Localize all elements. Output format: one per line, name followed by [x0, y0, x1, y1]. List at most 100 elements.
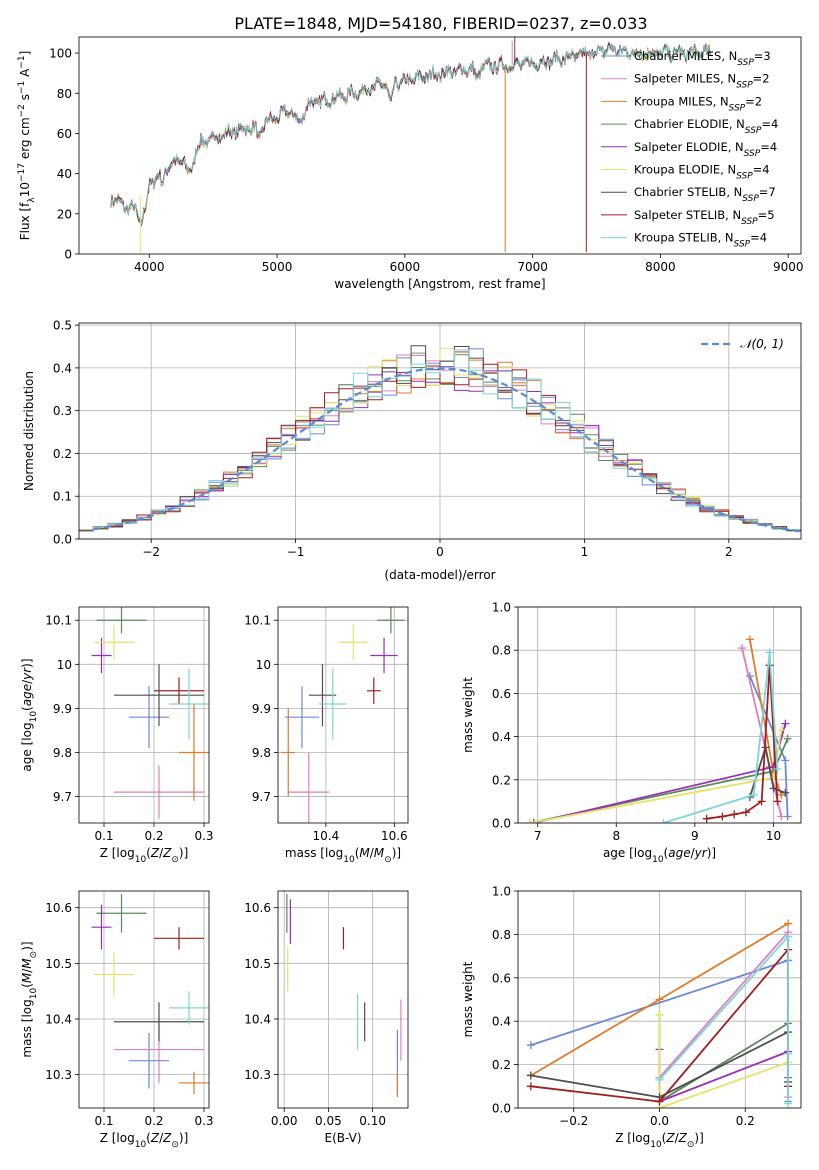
x-tick-label: 0.3 — [194, 1114, 213, 1128]
legend-label: Chabrier ELODIE, NSSP=4 — [634, 117, 778, 136]
x-tick-label: 5000 — [262, 260, 293, 274]
legend-label: Kroupa ELODIE, NSSP=4 — [634, 163, 770, 182]
x-tick-label: 10.6 — [381, 829, 408, 843]
axes-frame — [78, 890, 210, 1109]
x-tick-label: 9000 — [773, 260, 804, 274]
legend-label: Salpeter ELODIE, NSSP=4 — [634, 140, 777, 159]
legend-label: Chabrier STELIB, NSSP=7 — [634, 185, 776, 204]
y-tick-label: 9.9 — [252, 702, 271, 716]
y-tick-label: 100 — [49, 47, 72, 61]
weight-marker — [526, 1071, 535, 1080]
y-axis-label: Flux [fλ10−17 erg cm−2 s−1 A−1] — [17, 51, 37, 241]
spectrum-line — [110, 41, 712, 225]
weight-marker — [784, 932, 793, 941]
x-tick-label: 0.00 — [271, 1114, 298, 1128]
y-tick-label: 0.8 — [492, 928, 511, 942]
y-tick-label: 20 — [57, 207, 72, 221]
y-tick-label: 0.3 — [53, 404, 72, 418]
x-axis-label: wavelength [Angstrom, rest frame] — [334, 277, 545, 291]
y-tick-label: 0.5 — [53, 319, 72, 333]
y-tick-label: 60 — [57, 127, 72, 141]
axes-frame — [517, 606, 802, 824]
y-axis-label: mass weight — [461, 677, 475, 753]
y-tick-label: 10.3 — [45, 1068, 72, 1082]
y-tick-label: 9.8 — [252, 746, 271, 760]
weight-marker — [773, 797, 782, 806]
y-tick-label: 0.6 — [492, 971, 511, 985]
legend: Chabrier MILES, NSSP=3 Salpeter MILES, NS… — [601, 49, 778, 250]
x-tick-label: 0.10 — [359, 1114, 386, 1128]
weight-vs-z-panel-plot — [526, 919, 793, 1108]
weight-marker — [781, 788, 790, 797]
y-tick-label: 10.1 — [244, 614, 271, 628]
weight-line — [663, 652, 779, 823]
y-tick-label: 0.0 — [492, 1102, 511, 1116]
panels: 4000 5000 6000 7000 8000 9000020406080100wave… — [17, 36, 804, 1150]
y-tick-label: 9.8 — [53, 746, 72, 760]
x-axis-label: (data-model)/error — [384, 568, 495, 582]
weight-marker — [745, 635, 754, 644]
y-tick-label: 10.6 — [45, 901, 72, 915]
weight-marker — [777, 726, 786, 735]
x-tick-label: 0.2 — [144, 829, 163, 843]
weight-marker — [757, 797, 766, 806]
spectrum-line — [110, 43, 712, 222]
y-tick-label: 0.1 — [53, 490, 72, 504]
x-tick-label: 7 — [534, 829, 542, 843]
y-tick-label: 1.0 — [492, 601, 511, 615]
normal-curve — [93, 367, 801, 533]
x-tick-label: 0.1 — [94, 829, 113, 843]
x-tick-label: 1 — [581, 545, 589, 559]
mass-vs-z-panel: 0.1 0.2 0.3 10.3 10.4 10.5 10.6 Z [log10(Z/Z⊙)]… — [20, 890, 214, 1150]
x-tick-label: 10 — [766, 829, 781, 843]
weight-marker — [784, 1049, 793, 1058]
x-tick-label: 6000 — [390, 260, 421, 274]
y-axis-label: Normed distribution — [22, 371, 36, 491]
y-tick-label: 0.4 — [492, 1015, 511, 1029]
x-tick-label: 8000 — [645, 260, 676, 274]
axes-frame — [277, 890, 409, 1109]
weight-marker — [655, 995, 664, 1004]
y-tick-label: 0.0 — [492, 817, 511, 831]
y-tick-label: 10 — [256, 658, 271, 672]
x-tick-label: 0.0 — [650, 1114, 669, 1128]
histogram-step — [79, 349, 801, 532]
y-tick-label: 9.7 — [53, 790, 72, 804]
y-tick-label: 0.2 — [53, 447, 72, 461]
y-tick-label: 0.2 — [492, 1058, 511, 1072]
y-tick-label: 9.7 — [252, 790, 271, 804]
y-tick-label: 10.1 — [45, 614, 72, 628]
residual-panel-plot — [79, 345, 801, 533]
weight-marker — [749, 790, 758, 799]
spectrum-line — [110, 43, 712, 225]
y-tick-label: 9.9 — [53, 702, 72, 716]
weight-vs-age-panel-plot — [525, 635, 792, 823]
x-tick-label: 10.4 — [313, 829, 340, 843]
weight-line — [749, 747, 786, 798]
axes-frame — [277, 606, 409, 824]
mass-vs-ebv-panel-plot — [286, 893, 402, 1097]
y-tick-label: 0.4 — [53, 361, 72, 375]
y-tick-label: 0.4 — [492, 730, 511, 744]
spectrum-line — [110, 41, 712, 223]
x-tick-label: 0.3 — [194, 829, 213, 843]
x-tick-label: −2 — [142, 545, 160, 559]
y-tick-label: 80 — [57, 87, 72, 101]
x-tick-label: 8 — [612, 829, 620, 843]
x-axis-label: Z [log10(Z/Z⊙)] — [615, 1131, 704, 1150]
y-tick-label: 0.0 — [53, 533, 72, 547]
y-tick-label: 10.4 — [244, 1012, 271, 1026]
x-tick-label: −1 — [287, 545, 305, 559]
weight-marker — [783, 734, 792, 743]
y-axis-label: age [log10(age/yr)] — [20, 658, 39, 771]
weight-marker — [659, 819, 668, 823]
weight-line — [706, 665, 779, 820]
x-tick-label: −0.2 — [559, 1114, 588, 1128]
spectrum-line — [110, 46, 587, 224]
y-tick-label: 0.8 — [492, 644, 511, 658]
figure-title: PLATE=1848, MJD=54180, FIBERID=0237, z=0… — [234, 14, 647, 33]
y-tick-label: 10.4 — [45, 1012, 72, 1026]
axes-frame — [78, 606, 210, 824]
weight-marker — [655, 1097, 664, 1106]
